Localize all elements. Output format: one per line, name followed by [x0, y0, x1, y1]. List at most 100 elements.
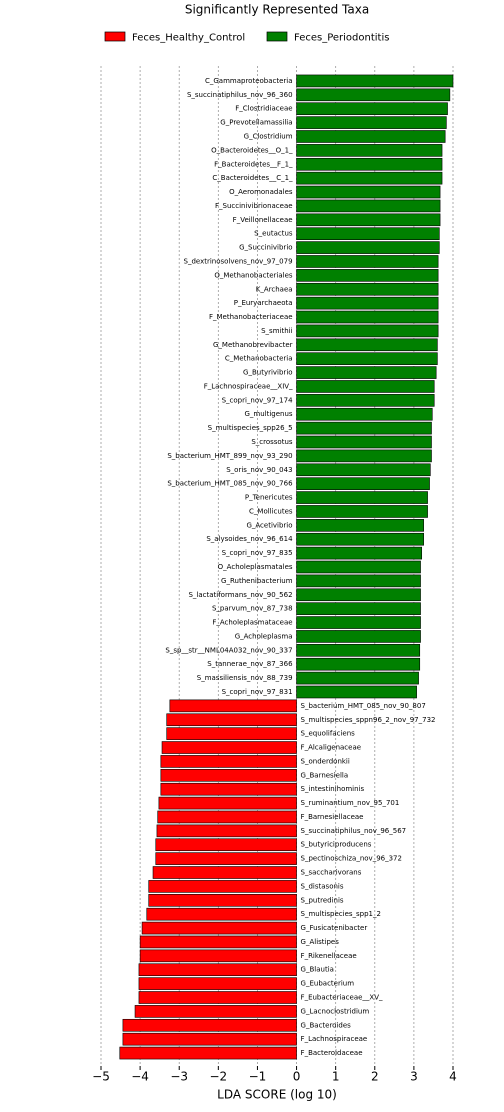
bar: [296, 449, 432, 463]
category-label: S_eutactus: [254, 230, 293, 238]
category-label: G_Butyrivibrio: [243, 369, 293, 377]
category-label: G_Clostridium: [244, 132, 293, 140]
category-label: F_Methanobacteriaceae: [209, 313, 293, 321]
bar: [296, 435, 432, 449]
bar: [296, 352, 438, 365]
bar: [296, 685, 417, 699]
category-label: S_bacterium_HMT_085_nov_90_807: [301, 702, 426, 710]
category-label: F_Lachnospiraceae__XIV_: [204, 382, 293, 390]
bar: [296, 255, 439, 268]
legend-label: Feces_Periodontitis: [294, 33, 389, 44]
x-tick-label: −2: [209, 1070, 227, 1084]
category-label: O_Acholeplasmatales: [218, 563, 293, 571]
bar: [296, 574, 421, 588]
bar: [157, 810, 297, 824]
category-label: F_Veillonellaceae: [233, 216, 293, 224]
x-tick-label: −5: [92, 1070, 110, 1084]
bar: [296, 324, 439, 338]
bar: [296, 199, 441, 213]
bar: [138, 977, 297, 990]
category-label: S_sp__str__NML04A032_nov_90_337: [165, 646, 292, 654]
category-label: S_copri_nov_97_835: [222, 549, 293, 557]
category-label: G_Succinivibrio: [239, 244, 292, 252]
category-label: S_pectinoschiza_nov_96_372: [301, 855, 402, 863]
category-label: G_Barnesiella: [301, 771, 349, 779]
category-label: S_succinatiphilus_nov_96_360: [187, 91, 293, 99]
bar: [152, 866, 297, 879]
x-tick-label: 2: [371, 1070, 379, 1084]
category-label: G_Eubacterium: [301, 980, 355, 988]
bar: [296, 102, 448, 116]
bar: [138, 963, 297, 977]
legend-swatch: [104, 31, 126, 42]
bar: [155, 852, 297, 865]
category-label: F_Eubacteriaceae__XV_: [301, 994, 383, 1002]
x-tick-label: −4: [131, 1070, 149, 1084]
category-label: F_Bacteroidaceae: [301, 1049, 363, 1057]
bar: [296, 407, 433, 421]
bar: [296, 296, 439, 310]
bar: [296, 366, 437, 379]
bar: [296, 241, 440, 254]
bar: [148, 880, 297, 893]
bar: [138, 991, 297, 1004]
category-label: F_Succinivibrionaceae: [215, 202, 293, 210]
category-label: S_dextrinosolvens_nov_97_079: [184, 257, 293, 265]
bar: [139, 949, 297, 963]
category-label: S_copri_nov_97_174: [222, 396, 294, 404]
bar: [166, 713, 297, 727]
category-label: K_Archaea: [256, 285, 293, 293]
bar: [296, 421, 432, 435]
category-label: S_putredinis: [301, 896, 344, 904]
category-label: P_Euryarchaeota: [234, 299, 293, 307]
bar: [296, 213, 441, 227]
category-label: S_butyriciproducens: [301, 841, 372, 849]
category-label: F_Lachnospiraceae: [301, 1035, 368, 1043]
bar: [161, 741, 297, 754]
bar: [296, 657, 421, 671]
bar: [296, 546, 423, 560]
category-label: G_Ruthenibacterium: [221, 577, 293, 585]
category-label: S_tannerae_nov_87_366: [207, 660, 293, 668]
bar: [296, 380, 435, 393]
bar: [296, 130, 446, 143]
bar: [296, 532, 424, 546]
category-label: O_Aeromonadales: [229, 188, 293, 196]
legend-label: Feces_Healthy_Control: [132, 33, 245, 44]
bar: [296, 630, 421, 643]
category-label: G_multigenus: [244, 410, 292, 418]
category-label: G_Methanobrevibacter: [213, 341, 293, 349]
bar: [134, 1005, 297, 1018]
category-label: G_Blautia: [301, 966, 334, 974]
bar: [158, 796, 297, 810]
bar: [146, 907, 297, 921]
bar: [160, 782, 297, 796]
bar: [139, 935, 297, 949]
bar: [296, 116, 447, 129]
bar: [296, 505, 428, 518]
category-label: F_Clostridiaceae: [235, 105, 292, 113]
bar: [156, 824, 297, 838]
category-label: P_Tenericutes: [245, 494, 293, 502]
category-label: S_succinatiphilus_nov_96_567: [301, 827, 407, 835]
category-label: S_onderdonkii: [301, 757, 350, 765]
bar: [296, 282, 439, 296]
category-label: G_Prevotellamassilia: [220, 119, 292, 127]
bar: [296, 394, 435, 407]
category-label: S_bacterium_HMT_899_nov_93_290: [167, 452, 292, 460]
x-axis-label: LDA SCORE (log 10): [217, 1088, 337, 1102]
x-tick-label: −1: [249, 1070, 267, 1084]
bar: [296, 88, 451, 102]
bar: [296, 560, 421, 574]
bar: [296, 644, 421, 657]
bar: [141, 921, 297, 935]
category-label: F_Rikenellaceae: [301, 952, 357, 960]
category-label: S_crossotus: [251, 438, 293, 446]
category-label: S_copri_nov_97_831: [222, 688, 293, 696]
bar: [296, 477, 430, 490]
bar: [169, 699, 297, 713]
bar: [296, 227, 440, 241]
category-label: F_Bacteroidetes__F_1_: [214, 160, 293, 168]
bar: [296, 616, 421, 629]
